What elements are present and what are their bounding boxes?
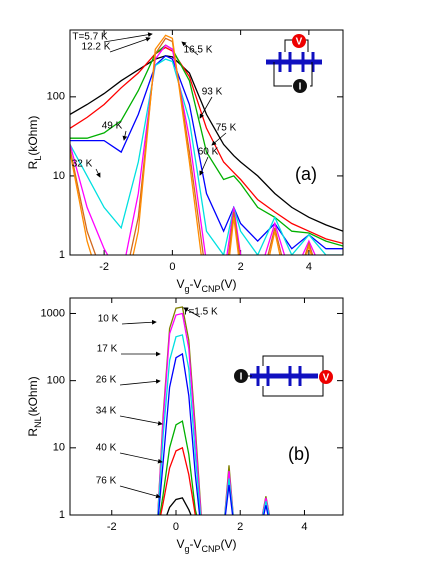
series-label: T=5.7 K [72,32,108,43]
x-axis-label-part: V [176,537,184,551]
series-label: 60 K [198,147,219,158]
x-tick-label: 4 [301,521,307,533]
x-tick-label: -2 [107,521,117,533]
x-axis-label-part: g [184,544,189,554]
y-axis-label-part: (kOhm) [26,376,40,416]
panel-label: (b) [288,444,310,464]
series-label: 17 K [97,344,118,355]
label-arrow [199,96,213,119]
x-axis-label-part: (V) [221,537,237,551]
series-label: 93 K [202,87,223,98]
inset-label: V [323,373,330,384]
label-arrow [122,130,128,141]
y-tick-label: 1 [59,249,65,261]
y-tick-label: 1000 [41,307,65,319]
y-tick-label: 100 [47,91,65,103]
x-tick-label: 4 [306,261,312,273]
series-label: 40 K [96,443,117,454]
x-axis-label: Vg-VCNP(V) [176,277,236,294]
series-line [70,44,343,247]
inset-label: I [240,372,243,383]
label-arrow [103,32,153,43]
x-axis-label: Vg-VCNP(V) [176,537,236,554]
inset-label: V [296,37,303,48]
series-line [70,58,343,255]
y-axis-label-part: R [26,428,40,437]
series-label: 12.2 K [82,42,111,53]
series-label: T=1.5 K [182,307,218,318]
y-axis-label-part: L [33,156,43,161]
y-tick-label: 10 [53,170,65,182]
y-tick-label: 1 [59,509,65,521]
series-line [70,46,343,245]
series-line [160,446,196,515]
series-line [159,420,198,515]
label-arrow [183,307,201,318]
label-arrow [121,319,157,325]
label-arrow [119,415,163,426]
x-axis-label-part: -V [190,277,202,291]
x-axis-label-part: CNP [202,284,221,294]
series-line [157,312,270,515]
x-tick-label: 0 [169,261,175,273]
series-line [157,352,269,515]
series-label: 26 K [96,375,117,386]
plot-frame [69,297,344,516]
series-line [70,55,343,232]
inset-a [266,34,322,93]
series-line [157,306,271,515]
y-tick-label: 10 [53,442,65,454]
y-axis-label-part: NL [33,416,43,428]
label-arrow [109,37,151,53]
series-line [166,497,192,515]
x-axis-label-part: g [184,284,189,294]
x-tick-label: 2 [237,521,243,533]
x-axis-label-part: CNP [202,544,221,554]
series-line [70,55,343,250]
label-arrow [199,156,209,176]
plot-lines [157,306,271,515]
series-label: 49 K [102,121,123,132]
inset-b [234,355,333,397]
y-axis-label-part: R [26,160,40,169]
series-label: 75 K [216,123,237,134]
label-arrow [119,379,161,386]
y-axis-label-part: (kOhm) [26,116,40,156]
y-tick-label: 100 [47,375,65,387]
plot-frame [69,29,344,256]
plot-lines [70,34,343,255]
series-label: 16.5 K [184,45,213,56]
series-label: 76 K [96,476,117,487]
y-axis-label: RL(kOhm) [26,116,43,170]
x-tick-label: -2 [99,261,109,273]
label-arrow [211,132,227,146]
y-axis-label: RNL(kOhm) [26,376,43,436]
series-label: 10 K [98,314,119,325]
series-label: 34 K [96,406,117,417]
panel-label: (a) [295,164,317,184]
label-arrow [181,41,199,56]
x-axis-label-part: -V [190,537,202,551]
label-arrow [119,452,163,464]
series-line [157,334,270,515]
inset-label: I [299,82,302,93]
label-arrow [119,485,161,499]
x-axis-label-part: (V) [221,277,237,291]
x-axis-label-part: V [176,277,184,291]
x-tick-label: 0 [173,521,179,533]
x-tick-label: 2 [238,261,244,273]
label-arrow [95,168,101,178]
series-label: 32 K [72,159,93,170]
